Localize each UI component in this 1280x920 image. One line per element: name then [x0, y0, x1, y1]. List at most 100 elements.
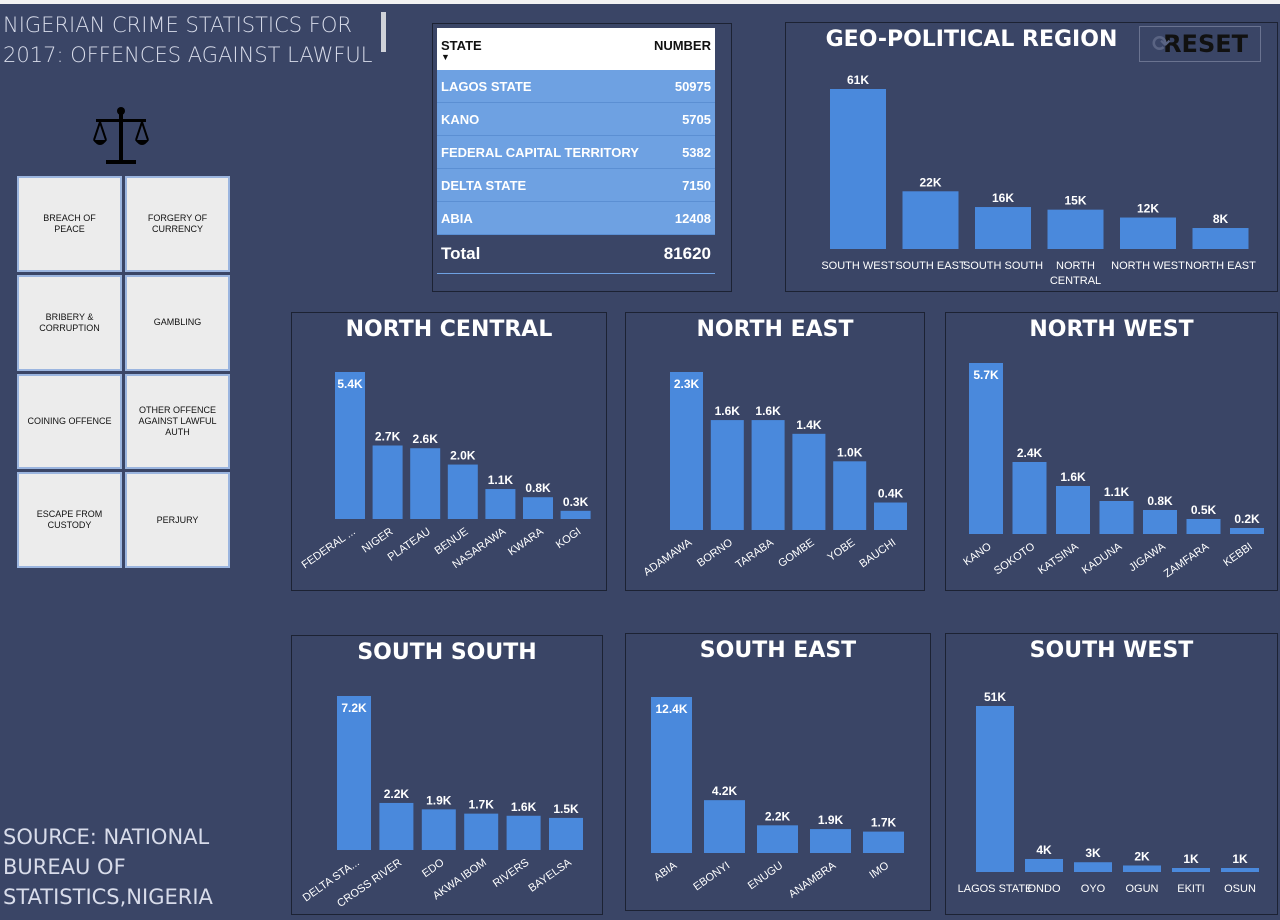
bar[interactable] — [810, 829, 851, 853]
bar[interactable] — [1074, 862, 1112, 872]
bar[interactable] — [372, 445, 403, 520]
category-label: EDO — [420, 856, 447, 880]
geo-bars: 61K SOUTH WEST 22K SOUTH EAST 16K SOUTH SOUTH… — [821, 73, 1256, 287]
table-row[interactable]: KANO 5705 — [437, 102, 715, 136]
bar[interactable] — [670, 372, 703, 530]
category-label: BAUCHI — [857, 537, 898, 571]
bar[interactable] — [560, 510, 591, 519]
number-cell: 12408 — [648, 201, 715, 235]
bar[interactable] — [757, 825, 798, 853]
bar[interactable] — [792, 433, 826, 530]
data-label: 15K — [1064, 194, 1086, 208]
category-label: ANAMBRA — [787, 859, 839, 900]
data-label: 2.7K — [375, 430, 401, 444]
category-label: BORNO — [695, 536, 735, 569]
bar[interactable] — [1230, 528, 1264, 534]
bar[interactable] — [1143, 510, 1177, 534]
bar[interactable] — [1012, 462, 1047, 534]
bar[interactable] — [1025, 858, 1063, 872]
category-label: ONDO — [1028, 883, 1061, 895]
data-label: 5.7K — [973, 368, 999, 382]
bar[interactable] — [751, 420, 785, 530]
bar[interactable] — [1221, 868, 1259, 872]
offence-tile[interactable]: GAMBLING — [125, 274, 230, 371]
bar[interactable] — [833, 461, 867, 530]
chart-title: SOUTH SOUTH — [357, 640, 537, 665]
data-label: 12K — [1137, 202, 1159, 216]
data-label: 1.6K — [1060, 470, 1086, 484]
data-label: 0.8K — [525, 481, 551, 495]
bar[interactable] — [830, 89, 886, 249]
category-label: ABIA — [652, 859, 680, 884]
title-scrollbar[interactable] — [381, 12, 386, 52]
category-label: KWARA — [506, 525, 546, 558]
table-row[interactable]: DELTA STATE 7150 — [437, 168, 715, 202]
offence-tile[interactable]: FORGERY OF CURRENCY — [125, 176, 230, 272]
bar[interactable] — [969, 363, 1003, 534]
category-label: TARABA — [734, 536, 777, 571]
north-east-chart: NORTH EAST 2.3K ADAMAWA 1.6K BORNO 1.6K TARAB… — [625, 312, 925, 591]
reset-button[interactable]: ⟳ RESET — [1139, 26, 1261, 62]
offence-tile[interactable]: PERJURY — [125, 472, 230, 568]
chart-title: SOUTH EAST — [699, 638, 857, 663]
bar[interactable] — [1172, 868, 1210, 872]
bar[interactable] — [976, 706, 1014, 872]
bar[interactable] — [464, 813, 499, 850]
bar[interactable] — [863, 831, 904, 853]
category-label: SOKOTO — [992, 540, 1038, 577]
chart-title: NORTH WEST — [1029, 317, 1194, 342]
category-label: BAYELSA — [526, 856, 574, 895]
column-header-number[interactable]: NUMBER — [648, 28, 715, 70]
data-label: 2.6K — [413, 432, 439, 446]
bar[interactable] — [704, 800, 745, 853]
data-label: 1.9K — [818, 813, 844, 827]
bar[interactable] — [337, 696, 371, 850]
bar[interactable] — [447, 464, 478, 519]
data-label: 1.7K — [871, 816, 897, 830]
category-label: OGUN — [1126, 883, 1159, 895]
table-row[interactable]: LAGOS STATE 50975 — [437, 70, 715, 103]
sort-down-icon[interactable]: ▼ — [441, 52, 450, 62]
bar[interactable] — [1056, 486, 1090, 534]
category-label: SOUTH WEST — [821, 260, 895, 272]
bar[interactable] — [1123, 865, 1161, 872]
bar[interactable] — [506, 815, 541, 850]
offence-tile[interactable]: BRIBERY & CORRUPTION — [17, 274, 122, 371]
category-label: ADAMAWA — [641, 536, 694, 578]
bar[interactable] — [379, 802, 414, 850]
bar[interactable] — [421, 809, 456, 850]
category-label: ZAMFARA — [1162, 540, 1212, 580]
column-header-state[interactable]: STATE ▼ — [437, 28, 649, 70]
bar[interactable] — [874, 502, 907, 530]
bar[interactable] — [549, 817, 583, 850]
bar[interactable] — [975, 207, 1031, 249]
data-label: 2.0K — [450, 449, 476, 463]
bar[interactable] — [335, 372, 365, 519]
bar[interactable] — [1120, 217, 1176, 249]
table-row[interactable]: FEDERAL CAPITAL TERRITORY 5382 — [437, 135, 715, 169]
data-label: 0.3K — [563, 495, 589, 509]
bar[interactable] — [1192, 228, 1249, 249]
bar[interactable] — [1047, 209, 1104, 249]
offence-tile[interactable]: ESCAPE FROM CUSTODY — [17, 472, 122, 568]
data-label: 4K — [1036, 843, 1052, 857]
north-central-chart: NORTH CENTRAL 5.4K FEDERAL ... 2.7K NIGER 2.… — [291, 312, 607, 591]
bar[interactable] — [523, 497, 553, 519]
data-label: 1K — [1232, 852, 1248, 866]
offence-tile[interactable]: COINING OFFENCE — [17, 373, 122, 470]
offence-tile[interactable]: BREACH OF PEACE — [17, 176, 122, 272]
table-row[interactable]: ABIA 12408 — [437, 201, 715, 235]
bar[interactable] — [485, 489, 516, 519]
bar[interactable] — [902, 191, 959, 249]
bar[interactable] — [710, 420, 744, 530]
data-label: 7.2K — [341, 701, 367, 715]
bar[interactable] — [410, 448, 441, 519]
bar[interactable] — [651, 697, 692, 853]
south-east-chart: SOUTH EAST 12.4K ABIA 4.2K EBONYI 2.2K ENUGU 1… — [625, 633, 931, 911]
scales-of-justice-icon — [93, 107, 149, 164]
category-label: OYO — [1081, 883, 1106, 895]
bar[interactable] — [1186, 519, 1221, 534]
offence-tile[interactable]: OTHER OFFENCE AGAINST LAWFUL AUTH — [125, 373, 230, 470]
bar[interactable] — [1099, 501, 1134, 534]
category-label: ENUGU — [746, 860, 785, 893]
